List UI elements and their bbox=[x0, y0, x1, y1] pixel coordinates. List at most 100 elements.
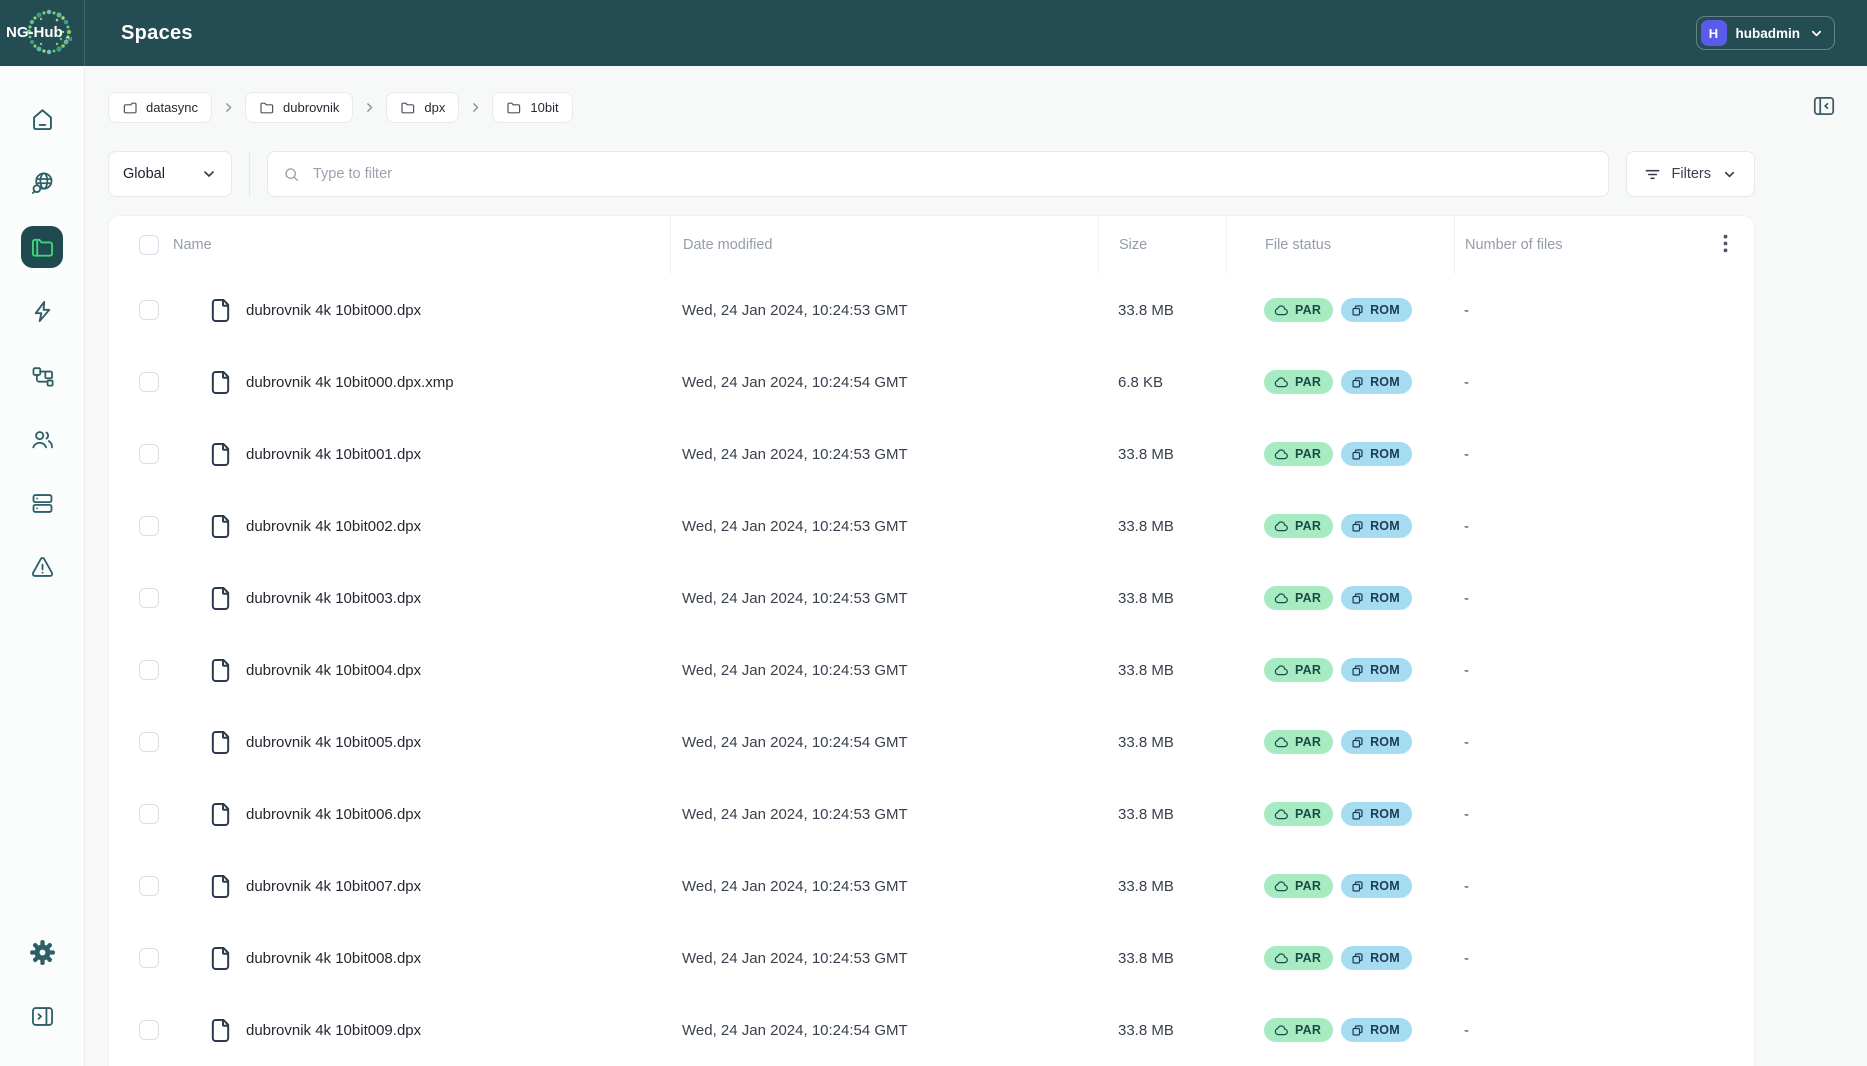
table-row[interactable]: dubrovnik 4k 10bit007.dpx Wed, 24 Jan 20… bbox=[109, 850, 1754, 922]
row-checkbox[interactable] bbox=[139, 300, 159, 320]
breadcrumb-label: dubrovnik bbox=[283, 100, 339, 115]
warning-icon bbox=[29, 554, 56, 581]
copy-icon bbox=[1351, 376, 1364, 389]
scope-select[interactable]: Global bbox=[108, 151, 232, 197]
file-name: dubrovnik 4k 10bit002.dpx bbox=[246, 518, 421, 535]
file-name: dubrovnik 4k 10bit004.dpx bbox=[246, 662, 421, 679]
copy-icon bbox=[1351, 592, 1364, 605]
row-checkbox[interactable] bbox=[139, 516, 159, 536]
cloud-icon bbox=[1274, 520, 1289, 532]
page-title: Spaces bbox=[121, 22, 193, 45]
file-name: dubrovnik 4k 10bit003.dpx bbox=[246, 590, 421, 607]
status-badge-par: PAR bbox=[1264, 1018, 1333, 1042]
filters-button[interactable]: Filters bbox=[1626, 151, 1755, 197]
table-row[interactable]: dubrovnik 4k 10bit001.dpx Wed, 24 Jan 20… bbox=[109, 418, 1754, 490]
user-name: hubadmin bbox=[1736, 26, 1801, 41]
status-badges: PARROM bbox=[1264, 442, 1412, 466]
details-panel-toggle[interactable] bbox=[1803, 92, 1845, 123]
file-count: - bbox=[1454, 490, 1754, 562]
row-checkbox[interactable] bbox=[139, 876, 159, 896]
file-size: 33.8 MB bbox=[1098, 922, 1226, 994]
status-badge-rom: ROM bbox=[1341, 874, 1412, 898]
table-row[interactable]: dubrovnik 4k 10bit009.dpx Wed, 24 Jan 20… bbox=[109, 994, 1754, 1066]
file-date: Wed, 24 Jan 2024, 10:24:53 GMT bbox=[670, 274, 1098, 346]
file-size: 33.8 MB bbox=[1098, 778, 1226, 850]
column-options-menu[interactable] bbox=[1719, 230, 1732, 260]
sidebar-item-users[interactable] bbox=[21, 418, 63, 460]
chevron-down-icon bbox=[201, 166, 217, 182]
file-name: dubrovnik 4k 10bit000.dpx.xmp bbox=[246, 374, 454, 391]
status-badge-rom: ROM bbox=[1341, 514, 1412, 538]
file-icon bbox=[209, 441, 232, 468]
status-badge-rom: ROM bbox=[1341, 802, 1412, 826]
copy-icon bbox=[1351, 808, 1364, 821]
sidebar-item-home[interactable] bbox=[21, 98, 63, 140]
scope-select-value: Global bbox=[123, 166, 165, 182]
user-menu-button[interactable]: H hubadmin bbox=[1696, 16, 1836, 50]
status-badges: PARROM bbox=[1264, 586, 1412, 610]
breadcrumb-item-datasync[interactable]: datasync bbox=[108, 92, 212, 123]
select-all-checkbox[interactable] bbox=[139, 235, 159, 255]
row-checkbox[interactable] bbox=[139, 1020, 159, 1040]
row-checkbox[interactable] bbox=[139, 660, 159, 680]
table-row[interactable]: dubrovnik 4k 10bit005.dpx Wed, 24 Jan 20… bbox=[109, 706, 1754, 778]
cloud-icon bbox=[1274, 664, 1289, 676]
space-folder-icon bbox=[122, 100, 138, 116]
file-date: Wed, 24 Jan 2024, 10:24:53 GMT bbox=[670, 562, 1098, 634]
sidebar-item-discover[interactable] bbox=[21, 162, 63, 204]
sidebar-item-storage[interactable] bbox=[21, 482, 63, 524]
lightning-icon bbox=[29, 298, 56, 325]
table-row[interactable]: dubrovnik 4k 10bit003.dpx Wed, 24 Jan 20… bbox=[109, 562, 1754, 634]
status-badge-par: PAR bbox=[1264, 946, 1333, 970]
status-badges: PARROM bbox=[1264, 370, 1412, 394]
row-checkbox[interactable] bbox=[139, 444, 159, 464]
sidebar-item-activity[interactable] bbox=[21, 290, 63, 332]
app-logo: NG-Hub TM bbox=[0, 0, 85, 66]
sidebar-item-spaces[interactable] bbox=[21, 226, 63, 268]
sidebar-expand-toggle[interactable] bbox=[21, 995, 63, 1037]
file-name: dubrovnik 4k 10bit008.dpx bbox=[246, 950, 421, 967]
filter-icon bbox=[1644, 166, 1661, 183]
column-header-size: Size bbox=[1098, 216, 1226, 274]
table-row[interactable]: dubrovnik 4k 10bit002.dpx Wed, 24 Jan 20… bbox=[109, 490, 1754, 562]
row-checkbox[interactable] bbox=[139, 948, 159, 968]
breadcrumb-item-dubrovnik[interactable]: dubrovnik bbox=[245, 92, 353, 123]
main-content: datasync dubrovnik dpx 10bit Global Filters bbox=[85, 66, 1867, 1066]
row-checkbox[interactable] bbox=[139, 588, 159, 608]
chevron-down-icon bbox=[1809, 26, 1824, 41]
sidebar-item-settings[interactable] bbox=[21, 931, 63, 973]
file-size: 33.8 MB bbox=[1098, 274, 1226, 346]
file-icon bbox=[209, 945, 232, 972]
breadcrumb-item-dpx[interactable]: dpx bbox=[386, 92, 459, 123]
row-checkbox[interactable] bbox=[139, 372, 159, 392]
file-table-panel: Name Date modified Size File status Numb… bbox=[108, 215, 1755, 1066]
file-name: dubrovnik 4k 10bit006.dpx bbox=[246, 806, 421, 823]
column-header-name: Name bbox=[165, 216, 670, 274]
row-checkbox[interactable] bbox=[139, 804, 159, 824]
table-row[interactable]: dubrovnik 4k 10bit000.dpx Wed, 24 Jan 20… bbox=[109, 274, 1754, 346]
file-count: - bbox=[1454, 994, 1754, 1066]
kebab-menu-icon bbox=[1723, 234, 1728, 253]
search-input[interactable] bbox=[311, 165, 1593, 183]
status-badges: PARROM bbox=[1264, 658, 1412, 682]
column-header-file-status: File status bbox=[1226, 216, 1454, 274]
breadcrumb-item-10bit[interactable]: 10bit bbox=[492, 92, 572, 123]
table-row[interactable]: dubrovnik 4k 10bit008.dpx Wed, 24 Jan 20… bbox=[109, 922, 1754, 994]
row-checkbox[interactable] bbox=[139, 732, 159, 752]
table-row[interactable]: dubrovnik 4k 10bit006.dpx Wed, 24 Jan 20… bbox=[109, 778, 1754, 850]
logo-tm: TM bbox=[65, 37, 72, 43]
sidebar-item-alerts[interactable] bbox=[21, 546, 63, 588]
table-row[interactable]: dubrovnik 4k 10bit004.dpx Wed, 24 Jan 20… bbox=[109, 634, 1754, 706]
sidebar-item-integrations[interactable] bbox=[21, 354, 63, 396]
file-icon bbox=[209, 657, 232, 684]
table-row[interactable]: dubrovnik 4k 10bit000.dpx.xmp Wed, 24 Ja… bbox=[109, 346, 1754, 418]
file-icon bbox=[209, 729, 232, 756]
status-badge-rom: ROM bbox=[1341, 1018, 1412, 1042]
cloud-icon bbox=[1274, 376, 1289, 388]
file-size: 6.8 KB bbox=[1098, 346, 1226, 418]
file-count: - bbox=[1454, 634, 1754, 706]
status-badge-rom: ROM bbox=[1341, 442, 1412, 466]
chevron-down-icon bbox=[1722, 167, 1737, 182]
status-badge-par: PAR bbox=[1264, 514, 1333, 538]
status-badge-rom: ROM bbox=[1341, 730, 1412, 754]
